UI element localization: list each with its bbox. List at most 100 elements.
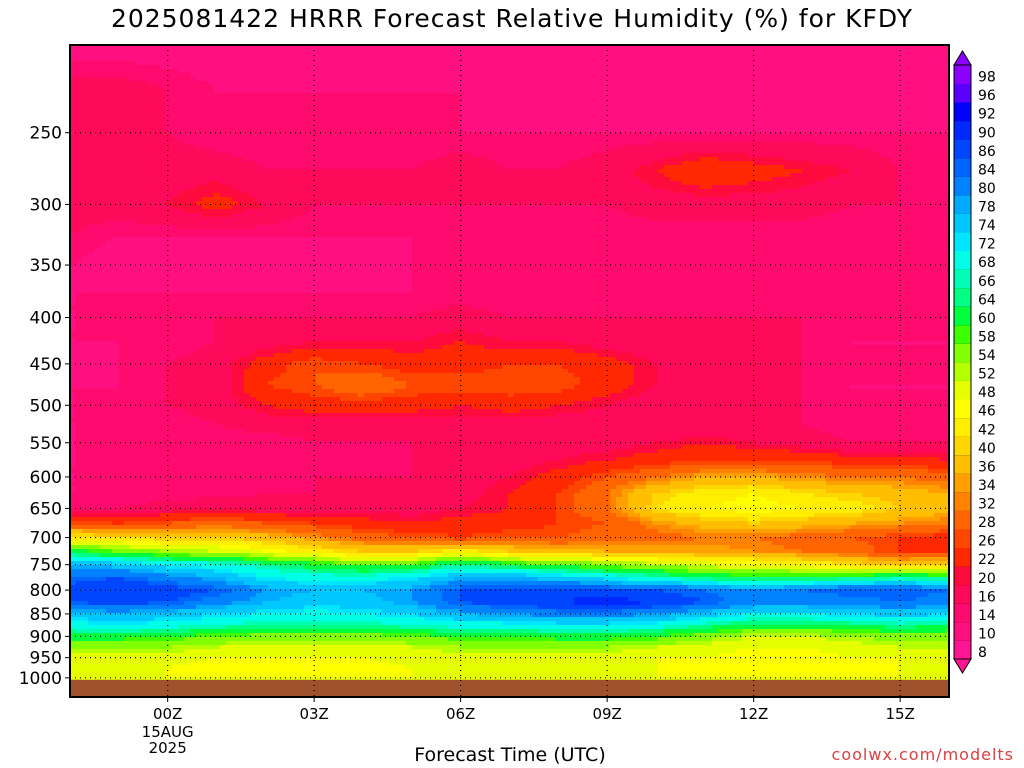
rh-cell	[940, 129, 947, 134]
rh-cell	[556, 173, 563, 178]
rh-cell	[376, 157, 383, 162]
rh-cell	[358, 85, 365, 90]
rh-cell	[898, 145, 905, 150]
rh-cell	[286, 53, 293, 58]
rh-cell	[724, 177, 731, 182]
rh-cell	[652, 65, 659, 70]
rh-cell	[880, 113, 887, 118]
rh-cell	[202, 65, 209, 70]
rh-cell	[106, 101, 113, 106]
rh-cell	[280, 69, 287, 74]
rh-cell	[616, 149, 623, 154]
rh-cell	[214, 125, 221, 130]
rh-cell	[106, 141, 113, 146]
rh-cell	[448, 53, 455, 58]
rh-cell	[268, 137, 275, 142]
rh-cell	[838, 157, 845, 162]
rh-cell	[166, 61, 173, 66]
rh-cell	[766, 125, 773, 130]
rh-cell	[292, 105, 299, 110]
rh-cell	[472, 101, 479, 106]
rh-cell	[586, 153, 593, 158]
rh-cell	[628, 133, 635, 138]
rh-cell	[136, 109, 143, 114]
rh-cell	[862, 73, 869, 78]
rh-cell	[334, 101, 341, 106]
rh-cell	[214, 81, 221, 86]
rh-cell	[652, 89, 659, 94]
rh-cell	[316, 165, 323, 170]
rh-cell	[832, 169, 839, 174]
rh-cell	[670, 61, 677, 66]
rh-cell	[466, 161, 473, 166]
rh-cell	[208, 145, 215, 150]
rh-cell	[490, 105, 497, 110]
rh-cell	[154, 161, 161, 166]
rh-cell	[412, 149, 419, 154]
rh-cell	[148, 141, 155, 146]
rh-cell	[310, 129, 317, 134]
rh-cell	[112, 169, 119, 174]
rh-cell	[844, 169, 851, 174]
rh-cell	[418, 173, 425, 178]
rh-cell	[70, 61, 77, 66]
rh-cell	[124, 161, 131, 166]
rh-cell	[520, 89, 527, 94]
rh-cell	[244, 93, 251, 98]
rh-cell	[562, 161, 569, 166]
rh-cell	[670, 117, 677, 122]
rh-cell	[190, 89, 197, 94]
rh-cell	[148, 93, 155, 98]
rh-cell	[430, 101, 437, 106]
rh-cell	[436, 169, 443, 174]
rh-cell	[586, 169, 593, 174]
rh-cell	[280, 149, 287, 154]
rh-cell	[880, 101, 887, 106]
rh-cell	[832, 125, 839, 130]
rh-cell	[922, 109, 929, 114]
rh-cell	[712, 49, 719, 54]
rh-cell	[490, 165, 497, 170]
rh-cell	[94, 85, 101, 90]
rh-cell	[814, 65, 821, 70]
rh-cell	[562, 65, 569, 70]
rh-cell	[76, 101, 83, 106]
rh-cell	[772, 57, 779, 62]
rh-cell	[466, 149, 473, 154]
rh-cell	[832, 77, 839, 82]
rh-cell	[832, 113, 839, 118]
rh-cell	[760, 177, 767, 182]
rh-cell	[736, 49, 743, 54]
rh-cell	[202, 153, 209, 158]
rh-cell	[262, 117, 269, 122]
rh-cell	[670, 165, 677, 170]
rh-cell	[730, 89, 737, 94]
rh-cell	[892, 153, 899, 158]
rh-cell	[628, 113, 635, 118]
rh-cell	[418, 149, 425, 154]
rh-cell	[634, 145, 641, 150]
rh-cell	[784, 97, 791, 102]
rh-cell	[490, 141, 497, 146]
rh-cell	[286, 89, 293, 94]
rh-cell	[796, 109, 803, 114]
rh-cell	[598, 101, 605, 106]
rh-cell	[928, 61, 935, 66]
rh-cell	[634, 109, 641, 114]
rh-cell	[178, 81, 185, 86]
rh-cell	[442, 169, 449, 174]
rh-cell	[886, 105, 893, 110]
rh-cell	[394, 85, 401, 90]
rh-cell	[670, 109, 677, 114]
rh-cell	[136, 81, 143, 86]
rh-cell	[724, 129, 731, 134]
rh-cell	[490, 81, 497, 86]
rh-cell	[460, 137, 467, 142]
rh-cell	[262, 121, 269, 126]
rh-cell	[214, 65, 221, 70]
rh-cell	[532, 121, 539, 126]
rh-cell	[598, 69, 605, 74]
rh-cell	[622, 93, 629, 98]
rh-cell	[754, 173, 761, 178]
rh-cell	[928, 177, 935, 182]
